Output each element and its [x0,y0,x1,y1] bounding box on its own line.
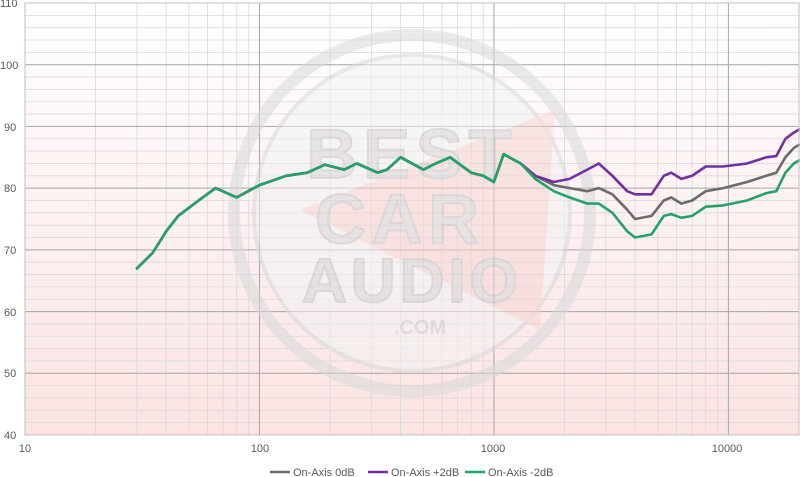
watermark-line-4: .COM [394,317,446,339]
y-tick-label: 40 [4,430,16,442]
x-tick-label: 10 [19,443,31,455]
y-axis-tick-labels: 110 100 90 80 70 60 50 40 [0,0,18,442]
legend: On-Axis 0dB On-Axis +2dB On-Axis -2dB [270,467,553,477]
y-tick-label: 90 [4,122,16,134]
x-tick-label: 1000 [481,443,505,455]
x-axis-tick-labels: 10 100 1000 10000 [19,443,742,455]
y-tick-label: 80 [4,183,16,195]
watermark-logo: BEST CAR AUDIO .COM [228,29,596,397]
legend-label-minus2db: On-Axis -2dB [488,467,553,477]
y-tick-label: 60 [4,307,16,319]
watermark-red-wedge [300,110,555,330]
watermark-line-1: BEST [307,115,518,193]
x-tick-label: 100 [251,443,269,455]
watermark-line-2: CAR [315,180,485,258]
legend-label-0db: On-Axis 0dB [293,467,355,477]
plot-area-border [24,2,800,436]
watermark-outer-ring [228,29,596,397]
watermark-inner-disc [252,53,572,373]
x-tick-label: 10000 [712,443,743,455]
watermark-line-3: AUDIO [302,247,522,316]
y-tick-label: 110 [0,0,18,10]
y-tick-label: 100 [0,60,18,72]
legend-label-plus2db: On-Axis +2dB [391,467,459,477]
y-tick-label: 50 [4,368,16,380]
series-line-2 [135,152,800,270]
series-layer [135,128,800,270]
y-tick-label: 70 [4,245,16,257]
